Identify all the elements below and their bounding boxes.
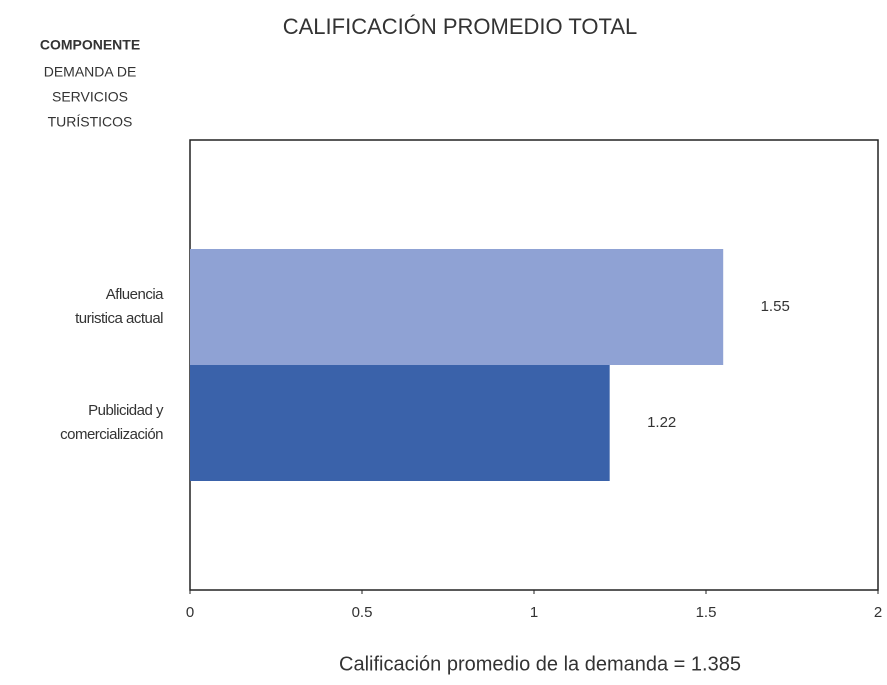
value-label: 1.22 bbox=[647, 414, 676, 431]
x-tick-label: 0.5 bbox=[352, 604, 373, 621]
chart-title: CALIFICACIÓN PROMEDIO TOTAL bbox=[283, 14, 638, 39]
x-tick-label: 1.5 bbox=[696, 604, 717, 621]
y-tick-label: turistica actual bbox=[75, 310, 163, 327]
annotation: Calificación promedio de la demanda = 1.… bbox=[339, 653, 741, 675]
axis-label: TURÍSTICOS bbox=[48, 114, 133, 130]
axis-title: COMPONENTE bbox=[40, 37, 140, 53]
x-tick-label: 2 bbox=[874, 604, 882, 621]
axis-label: DEMANDA DE bbox=[44, 64, 137, 80]
axis-label: SERVICIOS bbox=[52, 89, 128, 105]
y-tick-label: comercialización bbox=[60, 426, 163, 443]
y-tick-label: Publicidad y bbox=[88, 402, 164, 419]
bar bbox=[190, 249, 724, 365]
value-label: 1.55 bbox=[761, 298, 790, 315]
x-tick-label: 1 bbox=[530, 604, 538, 621]
bar bbox=[190, 365, 610, 481]
y-tick-label: Afluencia bbox=[106, 286, 164, 303]
x-tick-label: 0 bbox=[186, 604, 194, 621]
